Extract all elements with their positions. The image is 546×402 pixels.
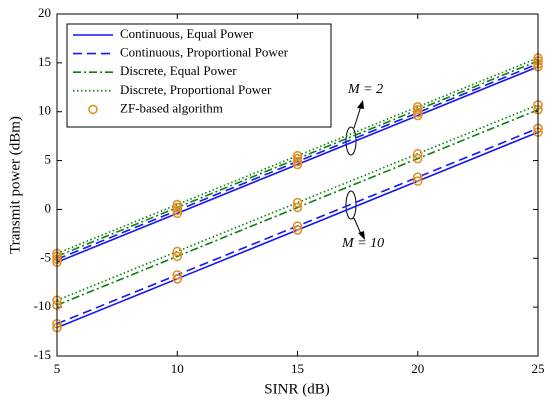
marker	[172, 270, 183, 280]
annotation-arrow	[353, 217, 362, 235]
marker	[292, 150, 303, 161]
marker	[292, 202, 303, 213]
series-line	[56, 60, 539, 258]
legend-label: Continuous, Equal Power	[120, 26, 254, 41]
series-line	[56, 104, 539, 302]
marker	[412, 102, 423, 112]
series-line	[56, 109, 539, 306]
marker	[292, 221, 303, 231]
y-tick-label: 0	[45, 200, 52, 215]
legend-marker	[88, 104, 98, 115]
x-tick-label: 15	[291, 361, 304, 376]
marker	[412, 148, 423, 159]
marker	[172, 202, 183, 213]
marker	[172, 205, 183, 216]
y-axis-label: Transmit power (dBm)	[7, 116, 23, 254]
plot-frame	[56, 13, 539, 357]
x-tick-label: 20	[411, 361, 424, 376]
annotation: M = 10	[341, 236, 384, 251]
x-axis-label: SINR (dB)	[264, 381, 329, 397]
arrow-head	[357, 100, 364, 109]
marker	[292, 156, 303, 167]
marker	[172, 251, 183, 262]
x-tick-label: 10	[171, 361, 184, 376]
series-line	[56, 66, 539, 263]
legend-label: ZF-based algorithm	[120, 100, 223, 115]
y-tick-label: 15	[38, 54, 51, 69]
marker	[292, 197, 303, 208]
legend-label: Discrete, Proportional Power	[120, 82, 272, 97]
legend-label: Discrete, Equal Power	[120, 63, 237, 78]
marker	[292, 153, 303, 164]
series-line	[56, 57, 539, 255]
legend-box	[66, 23, 332, 128]
group-ellipse	[345, 190, 357, 220]
marker	[172, 274, 183, 284]
marker	[412, 172, 423, 182]
marker	[292, 225, 303, 235]
arrow-head	[358, 231, 365, 240]
y-tick-label: 20	[38, 5, 51, 20]
y-tick-label: -5	[40, 249, 51, 264]
annotation-arrow	[353, 105, 362, 129]
marker	[172, 246, 183, 257]
series-line	[56, 63, 539, 261]
legend-label: Continuous, Proportional Power	[120, 45, 289, 60]
x-tick-label: 25	[532, 361, 545, 376]
marker	[412, 176, 423, 186]
y-tick-label: 5	[45, 152, 52, 167]
marker	[412, 107, 423, 118]
marker	[412, 153, 423, 164]
y-tick-label: 10	[38, 103, 51, 118]
x-tick-label: 5	[54, 361, 61, 376]
y-tick-label: -10	[34, 298, 51, 313]
y-tick-label: -15	[34, 347, 51, 362]
annotation: M = 2	[347, 82, 383, 97]
marker	[172, 199, 183, 210]
marker	[412, 104, 423, 115]
